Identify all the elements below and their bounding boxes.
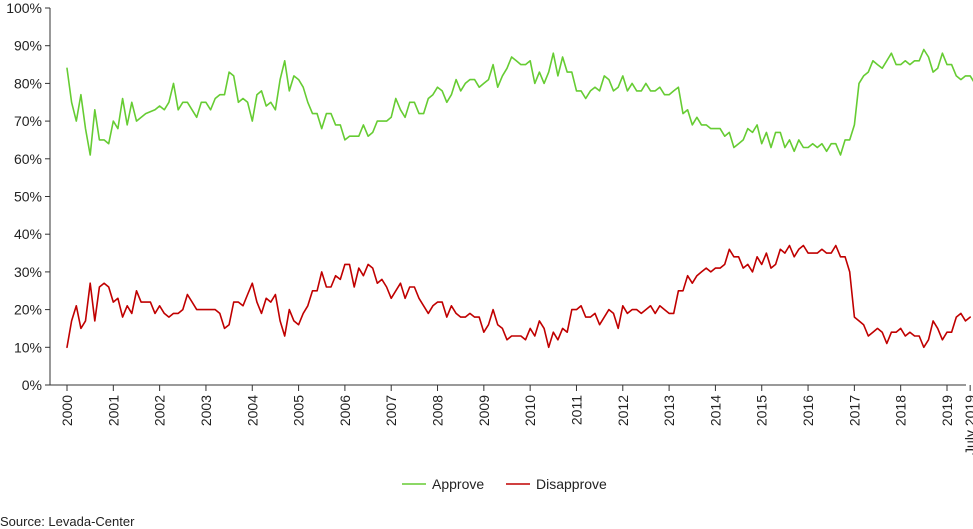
series-layer — [66, 48, 973, 349]
x-tick-label: 2012 — [615, 395, 631, 426]
x-tick-label: 2003 — [198, 395, 214, 426]
y-tick-label: 40% — [14, 226, 42, 242]
x-tick-label: 2007 — [383, 395, 399, 426]
x-tick-label: 2004 — [244, 395, 260, 426]
y-tick-label: 100% — [6, 0, 42, 16]
x-tick-label: 2001 — [105, 395, 121, 426]
y-tick-label: 50% — [14, 189, 42, 205]
series-line-approve — [66, 48, 973, 156]
x-axis: 2000 2001 2002 2003 2004 2005 2006 2007 2008 2009… — [50, 384, 973, 455]
x-tick-label: 2006 — [337, 395, 353, 426]
x-tick-label: 2005 — [291, 395, 307, 426]
y-tick-label: 30% — [14, 264, 42, 280]
y-axis: 0% 10% 20% 30% 40% 50% 60% 70% 80% 90% 100% — [6, 0, 51, 393]
x-tick-label: 2016 — [800, 395, 816, 426]
y-tick-label: 90% — [14, 38, 42, 54]
x-tick-label: 2002 — [152, 395, 168, 426]
x-tick-label: 2015 — [754, 395, 770, 426]
series-line-disapprove — [66, 244, 971, 349]
source-note: Source: Levada-Center — [0, 514, 135, 529]
x-tick-label: 2019 — [939, 395, 955, 426]
x-tick-label: 2011 — [568, 395, 584, 425]
x-tick-label: 2010 — [522, 395, 538, 426]
y-tick-label: 0% — [22, 377, 42, 393]
y-tick-label: 10% — [14, 339, 42, 355]
y-tick-label: 70% — [14, 113, 42, 129]
legend: Approve Disapprove — [402, 476, 607, 492]
y-tick-label: 80% — [14, 75, 42, 91]
x-end-label: July 2019 — [962, 395, 973, 455]
x-tick-label: 2009 — [476, 395, 492, 426]
x-tick-label: 2008 — [430, 395, 446, 426]
x-tick-label: 2014 — [707, 395, 723, 426]
x-tick-label: 2017 — [846, 395, 862, 426]
x-tick-label: 2018 — [893, 395, 909, 426]
legend-label-approve: Approve — [432, 476, 484, 492]
legend-label-disapprove: Disapprove — [536, 476, 607, 492]
x-tick-label: 2000 — [59, 395, 75, 426]
x-tick-label: 2013 — [661, 395, 677, 426]
y-tick-label: 60% — [14, 151, 42, 167]
y-tick-label: 20% — [14, 302, 42, 318]
